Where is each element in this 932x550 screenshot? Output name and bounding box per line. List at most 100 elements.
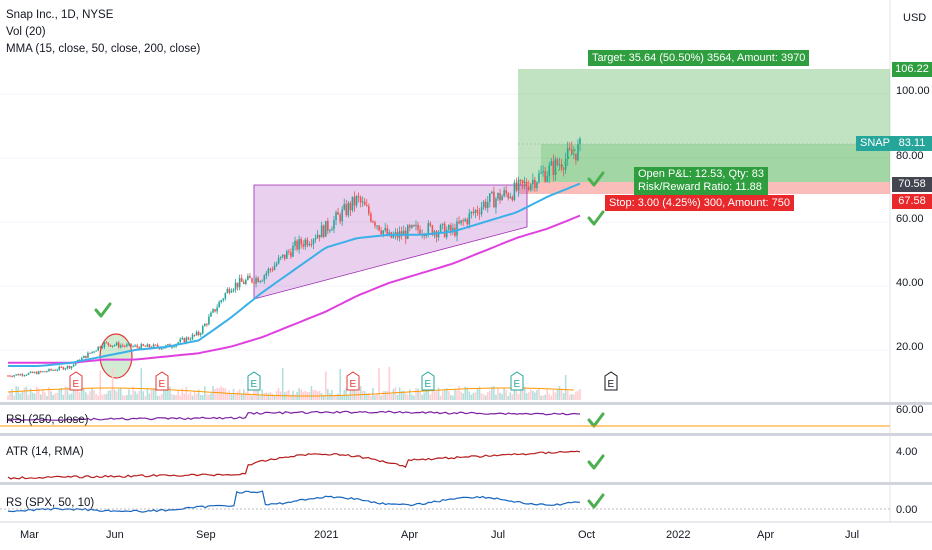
ma-200-line[interactable] xyxy=(8,214,581,364)
pane-separator[interactable] xyxy=(0,482,932,485)
ma-50-line[interactable] xyxy=(8,182,581,367)
volume-bar xyxy=(573,394,575,400)
volume-bar xyxy=(331,390,333,400)
candle-body xyxy=(111,345,114,347)
volume-bar xyxy=(195,393,198,400)
circle-annotation[interactable] xyxy=(99,333,133,379)
candle-body xyxy=(568,148,571,150)
volume-bar xyxy=(294,394,296,400)
symbol-price-tag: SNAP xyxy=(856,136,894,151)
risk-reward-text: Risk/Reward Ratio: 11.88 xyxy=(638,181,762,193)
candle-body xyxy=(552,161,555,176)
volume-bar xyxy=(406,394,409,400)
volume-bar xyxy=(271,393,274,400)
volume-bar xyxy=(491,386,493,400)
earnings-marker[interactable]: E xyxy=(247,371,261,391)
candle-body xyxy=(193,334,196,336)
candle-body xyxy=(224,293,227,299)
candle-body xyxy=(474,210,477,213)
pane-separator[interactable] xyxy=(0,402,932,405)
rs-pane-label[interactable]: RS (SPX, 50, 10) xyxy=(6,497,95,509)
volume-bar xyxy=(423,392,425,400)
volume-bar xyxy=(390,394,393,400)
candle-body xyxy=(316,234,319,239)
volume-bar xyxy=(78,392,81,400)
volume-bar xyxy=(124,395,126,400)
candle-body xyxy=(44,371,46,373)
volume-bar xyxy=(199,394,202,400)
atr-pane-label[interactable]: ATR (14, RMA) xyxy=(6,446,84,458)
candle-body xyxy=(327,220,329,231)
earnings-marker[interactable]: E xyxy=(510,371,524,391)
volume-legend[interactable]: Vol (20) xyxy=(6,26,46,38)
target-label[interactable]: Target: 35.64 (50.50%) 3564, Amount: 397… xyxy=(588,50,810,66)
candle-body xyxy=(17,374,20,376)
volume-bar xyxy=(544,394,546,400)
earnings-marker[interactable]: E xyxy=(155,371,169,391)
volume-bar xyxy=(148,393,151,400)
volume-bar xyxy=(462,393,464,400)
volume-bar xyxy=(175,394,177,400)
earnings-marker[interactable]: E xyxy=(346,371,360,391)
atr-line[interactable] xyxy=(7,450,581,480)
volume-bar xyxy=(29,388,32,400)
earnings-marker[interactable]: E xyxy=(69,371,83,391)
open-pl-label[interactable]: Open P&L: 12.53, Qty: 83 Risk/Reward Rat… xyxy=(634,167,768,195)
volume-bar xyxy=(226,393,229,400)
candle-body xyxy=(40,371,42,373)
rsi-pane-label[interactable]: RSI (250, close) xyxy=(6,414,89,426)
symbol-legend[interactable]: Snap Inc., 1D, NYSE xyxy=(6,9,114,21)
volume-bar xyxy=(357,391,360,400)
candle-body xyxy=(220,300,223,303)
volume-bar xyxy=(525,393,528,400)
volume-bar xyxy=(115,391,118,400)
volume-bar xyxy=(89,391,91,400)
candle-body xyxy=(355,196,358,206)
pane-separator[interactable] xyxy=(0,433,932,436)
volume-bar xyxy=(224,388,227,400)
candle-body xyxy=(247,275,249,280)
candle-body xyxy=(163,347,165,349)
volume-bar xyxy=(404,393,407,400)
volume-bar xyxy=(54,393,56,400)
volume-bar xyxy=(322,394,325,400)
volume-bar xyxy=(419,392,421,400)
candle-body xyxy=(7,375,9,377)
candle-body xyxy=(271,269,274,271)
volume-bar xyxy=(427,386,430,400)
candle-body xyxy=(413,225,415,227)
earnings-marker[interactable]: E xyxy=(421,371,435,391)
price-axis-label: 20.00 xyxy=(896,341,924,353)
volume-bar xyxy=(552,389,555,400)
price-axis[interactable]: USD 100.00 80.00 60.00 40.00 20.00 60.00… xyxy=(896,12,930,516)
volume-bar xyxy=(263,392,266,400)
stop-label[interactable]: Stop: 3.00 (4.25%) 300, Amount: 750 xyxy=(605,195,795,211)
volume-bar xyxy=(482,394,485,400)
candle-body xyxy=(365,205,368,207)
rsi-line[interactable] xyxy=(7,410,581,422)
earnings-marker[interactable]: E xyxy=(604,371,618,391)
candle-body xyxy=(368,206,370,214)
volume-bar xyxy=(189,392,192,400)
candle-body xyxy=(54,369,56,371)
time-axis[interactable]: Mar Jun Sep 2021 Apr Jul Oct 2022 Apr Ju… xyxy=(20,529,859,541)
ascending-triangle[interactable] xyxy=(253,184,528,300)
volume-bar xyxy=(130,394,132,400)
candle-body xyxy=(320,225,323,238)
volume-bar xyxy=(44,392,46,400)
candle-body xyxy=(160,348,163,350)
profit-zone[interactable] xyxy=(518,69,890,182)
rs-line[interactable] xyxy=(7,490,581,513)
candle-body xyxy=(476,210,479,213)
candle-body xyxy=(386,228,389,236)
mma-legend[interactable]: MMA (15, close, 50, close, 200, close) xyxy=(6,43,201,55)
candle-body xyxy=(208,316,210,325)
volume-bar xyxy=(216,387,218,400)
volume-bar xyxy=(478,386,481,400)
volume-bar xyxy=(363,391,366,400)
candle-body xyxy=(431,225,434,236)
candle-body xyxy=(532,179,534,185)
volume-bar xyxy=(548,393,551,400)
